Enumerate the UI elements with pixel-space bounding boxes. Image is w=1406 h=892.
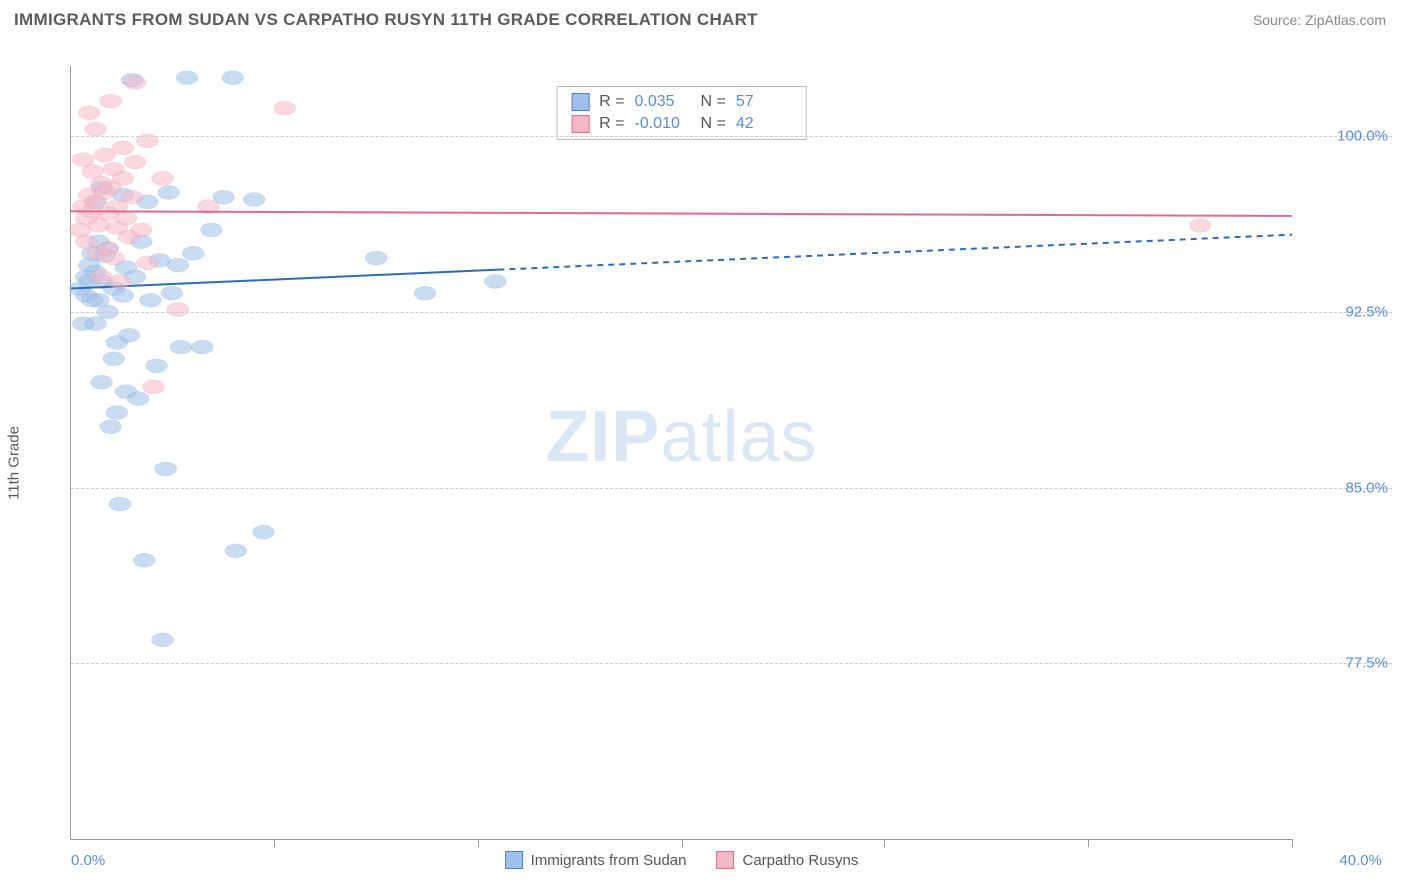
x-tick <box>274 839 275 847</box>
scatter-point-sudan <box>484 275 506 289</box>
stats-n-value-carpatho: 42 <box>736 115 792 133</box>
scatter-point-carpatho <box>1189 218 1211 232</box>
scatter-point-carpatho <box>100 94 122 108</box>
scatter-point-sudan <box>243 193 265 207</box>
stats-n-label: N = <box>701 115 726 133</box>
gridline <box>71 136 1392 137</box>
scatter-point-carpatho <box>142 380 164 394</box>
chart-title: IMMIGRANTS FROM SUDAN VS CARPATHO RUSYN … <box>14 10 758 30</box>
scatter-point-carpatho <box>124 155 146 169</box>
legend-label-carpatho: Carpatho Rusyns <box>742 852 858 869</box>
scatter-point-sudan <box>145 359 167 373</box>
scatter-point-sudan <box>103 352 125 366</box>
x-axis-max-label: 40.0% <box>1339 852 1382 869</box>
scatter-point-sudan <box>167 258 189 272</box>
x-tick <box>682 839 683 847</box>
scatter-point-carpatho <box>152 171 174 185</box>
scatter-point-sudan <box>182 246 204 260</box>
scatter-point-carpatho <box>94 148 116 162</box>
source-label: Source: ZipAtlas.com <box>1253 12 1386 28</box>
scatter-point-carpatho <box>115 211 137 225</box>
scatter-point-carpatho <box>121 190 143 204</box>
scatter-point-carpatho <box>130 223 152 237</box>
swatch-carpatho <box>571 115 589 133</box>
x-tick <box>1088 839 1089 847</box>
scatter-point-carpatho <box>167 303 189 317</box>
scatter-point-sudan <box>170 340 192 354</box>
scatter-point-sudan <box>133 553 155 567</box>
stats-r-label: R = <box>599 93 624 111</box>
x-tick <box>478 839 479 847</box>
x-tick <box>884 839 885 847</box>
scatter-point-sudan <box>139 293 161 307</box>
gridline <box>71 663 1392 664</box>
y-tick-label: 100.0% <box>1337 128 1388 145</box>
legend-swatch-sudan <box>505 851 523 869</box>
stats-box: R = 0.035 N = 57 R = -0.010 N = 42 <box>556 86 807 140</box>
y-axis-label: 11th Grade <box>6 426 23 500</box>
scatter-point-sudan <box>155 462 177 476</box>
legend-label-sudan: Immigrants from Sudan <box>531 852 687 869</box>
y-tick-label: 85.0% <box>1345 479 1388 496</box>
scatter-point-carpatho <box>112 171 134 185</box>
scatter-point-sudan <box>365 251 387 265</box>
scatter-point-carpatho <box>274 101 296 115</box>
scatter-point-sudan <box>109 497 131 511</box>
scatter-point-carpatho <box>103 251 125 265</box>
scatter-point-sudan <box>100 420 122 434</box>
stats-n-value-sudan: 57 <box>736 93 792 111</box>
scatter-point-carpatho <box>112 141 134 155</box>
legend: Immigrants from Sudan Carpatho Rusyns <box>505 851 859 869</box>
scatter-point-sudan <box>84 317 106 331</box>
stats-row-carpatho: R = -0.010 N = 42 <box>571 113 792 135</box>
scatter-point-carpatho <box>75 235 97 249</box>
y-tick-label: 92.5% <box>1345 303 1388 320</box>
trend-line-carpatho <box>71 211 1292 216</box>
scatter-point-sudan <box>152 633 174 647</box>
scatter-point-sudan <box>200 223 222 237</box>
x-axis-min-label: 0.0% <box>71 852 105 869</box>
stats-r-value-sudan: 0.035 <box>635 93 691 111</box>
swatch-sudan <box>571 93 589 111</box>
scatter-point-sudan <box>158 186 180 200</box>
x-tick <box>1292 839 1293 847</box>
scatter-point-sudan <box>225 544 247 558</box>
scatter-point-carpatho <box>136 256 158 270</box>
legend-item-carpatho: Carpatho Rusyns <box>716 851 858 869</box>
scatter-point-sudan <box>112 289 134 303</box>
scatter-point-carpatho <box>109 275 131 289</box>
stats-r-label: R = <box>599 115 624 133</box>
scatter-point-sudan <box>414 286 436 300</box>
scatter-point-sudan <box>252 525 274 539</box>
scatter-point-sudan <box>222 71 244 85</box>
legend-item-sudan: Immigrants from Sudan <box>505 851 687 869</box>
plot-area: ZIPatlas R =0.035N =57R =-0.010N =42 0.0… <box>70 66 1292 840</box>
scatter-point-sudan <box>176 71 198 85</box>
scatter-point-sudan <box>118 328 140 342</box>
scatter-point-sudan <box>191 340 213 354</box>
scatter-point-carpatho <box>84 122 106 136</box>
stats-n-label: N = <box>701 93 726 111</box>
scatter-point-sudan <box>127 392 149 406</box>
chart-container: 11th Grade ZIPatlas R =0.035N =57R =-0.0… <box>50 46 1392 880</box>
scatter-plot-svg <box>71 66 1292 839</box>
stats-row-sudan: R = 0.035 N = 57 <box>571 91 792 113</box>
scatter-point-carpatho <box>124 75 146 89</box>
gridline <box>71 312 1392 313</box>
scatter-point-sudan <box>161 286 183 300</box>
scatter-point-sudan <box>91 375 113 389</box>
stats-r-value-carpatho: -0.010 <box>635 115 691 133</box>
scatter-point-carpatho <box>78 106 100 120</box>
legend-swatch-carpatho <box>716 851 734 869</box>
gridline <box>71 488 1392 489</box>
trend-line-sudan-dashed <box>498 235 1292 270</box>
scatter-point-sudan <box>106 406 128 420</box>
y-tick-label: 77.5% <box>1345 655 1388 672</box>
